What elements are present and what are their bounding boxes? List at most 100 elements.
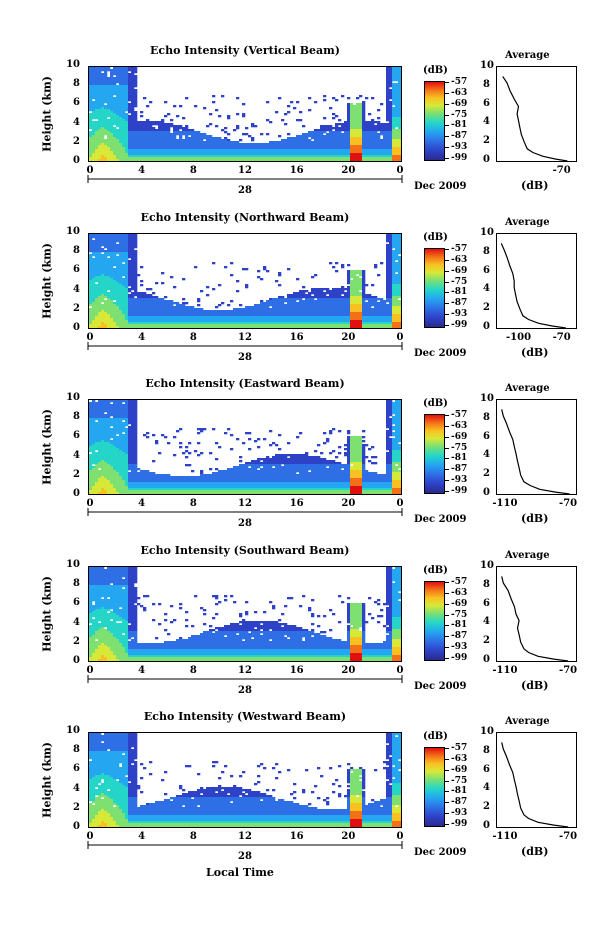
heatmap-cell: [239, 147, 243, 150]
heatmap-cell: [107, 322, 111, 325]
heatmap-cell: [92, 282, 96, 285]
heatmap-cell: [242, 151, 246, 154]
heatmap-cell: [92, 422, 96, 425]
heatmap-cell: [176, 310, 180, 313]
heatmap-cell: [320, 318, 324, 321]
heatmap-cell: [329, 296, 333, 299]
heatmap-cell: [182, 149, 186, 152]
heatmap-cell: [149, 302, 153, 305]
heatmap-cell: [122, 139, 126, 142]
heatmap-cell: [317, 312, 321, 315]
heatmap-cell: [305, 316, 309, 319]
heatmap-cell: [299, 304, 303, 307]
heatmap-cell: [98, 294, 102, 297]
heatmap-cell: [125, 107, 129, 110]
heatmap-cell: [137, 141, 141, 144]
heatmap-cell: [116, 300, 120, 303]
heatmap-cell: [320, 129, 324, 132]
heatmap-cell: [359, 320, 363, 323]
heatmap-cell: [92, 400, 96, 403]
heatmap-cell: [146, 141, 150, 144]
heatmap-cell: [101, 280, 105, 283]
heatmap-cell: [89, 482, 93, 485]
heatmap-cell: [89, 103, 93, 106]
heatmap-cell: [308, 133, 312, 136]
heatmap-cell: [305, 302, 309, 305]
heatmap-cell: [341, 308, 345, 311]
heatmap-cell: [131, 107, 135, 110]
heatmap-cell: [158, 125, 162, 128]
heatmap-cell: [98, 306, 102, 309]
heatmap-cell: [113, 101, 117, 104]
heatmap-cell: [290, 304, 294, 307]
heatmap-cell: [371, 141, 375, 144]
heatmap-cell: [212, 320, 216, 323]
heatmap-cell: [338, 320, 342, 323]
heatmap-cell: [293, 139, 297, 142]
heatmap-cell: [353, 119, 357, 122]
heatmap-cell: [140, 125, 144, 128]
heatmap-cell: [89, 298, 93, 301]
heatmap-cell: [122, 115, 126, 118]
heatmap-cell: [386, 133, 390, 136]
heatmap-cell: [116, 139, 120, 142]
heatmap-cell: [95, 101, 99, 104]
heatmap-cell: [275, 312, 279, 315]
heatmap-cell: [107, 81, 111, 84]
heatmap-cell: [176, 127, 180, 130]
heatmap-cell: [305, 312, 309, 315]
heatmap-cell: [89, 234, 93, 237]
heatmap-cell: [311, 324, 315, 327]
heatmap-cell: [392, 298, 396, 301]
heatmap-cell: [191, 314, 195, 317]
heatmap-cell: [119, 256, 123, 259]
heatmap-cell: [179, 322, 183, 325]
heatmap-cell: [152, 292, 156, 295]
heatmap-cell: [365, 133, 369, 136]
heatmap-cell: [230, 312, 234, 315]
heatmap-cell: [374, 320, 378, 323]
heatmap-cell: [209, 157, 213, 160]
heatmap-cell: [155, 143, 159, 146]
heatmap-cell: [212, 318, 216, 321]
heatmap-cell: [146, 127, 150, 130]
heatmap-cell: [107, 85, 111, 88]
heatmap-cell: [122, 268, 126, 271]
heatmap-cell: [101, 464, 105, 467]
heatmap-cell: [89, 490, 93, 493]
heatmap-cell: [110, 322, 114, 325]
heatmap-cell: [122, 159, 126, 161]
heatmap-cell: [140, 298, 144, 301]
heatmap-cell: [152, 147, 156, 150]
heatmap-cell: [278, 324, 282, 327]
heatmap-cell: [89, 101, 93, 104]
heatmap-cell: [395, 73, 399, 76]
heatmap-cell: [164, 147, 168, 150]
heatmap-cell: [398, 151, 401, 154]
heatmap-cell: [125, 314, 129, 317]
heatmap-cell: [92, 107, 96, 110]
heatmap-cell: [101, 462, 105, 465]
heatmap-cell: [134, 268, 138, 271]
heatmap-cell: [95, 153, 99, 156]
heatmap-cell: [104, 316, 108, 319]
echo-heatmap: [88, 66, 402, 162]
heatmap-cell: [137, 157, 141, 160]
heatmap-cell: [164, 123, 168, 126]
heatmap-cell: [263, 308, 267, 311]
heatmap-cell: [317, 129, 321, 132]
heatmap-cell: [116, 316, 120, 319]
heatmap-cell: [134, 131, 138, 134]
heatmap-cell: [89, 416, 93, 419]
heatmap-cell: [98, 476, 102, 479]
heatmap-cell: [290, 300, 294, 303]
heatmap-cell: [248, 324, 252, 327]
heatmap-cell: [95, 234, 99, 237]
heatmap-cell: [89, 264, 93, 267]
heatmap-cell: [353, 292, 357, 295]
heatmap-cell: [128, 242, 132, 245]
heatmap-cell: [134, 314, 138, 317]
heatmap-cell: [398, 288, 401, 291]
heatmap-cell: [311, 306, 315, 309]
heatmap-cell: [293, 137, 297, 140]
